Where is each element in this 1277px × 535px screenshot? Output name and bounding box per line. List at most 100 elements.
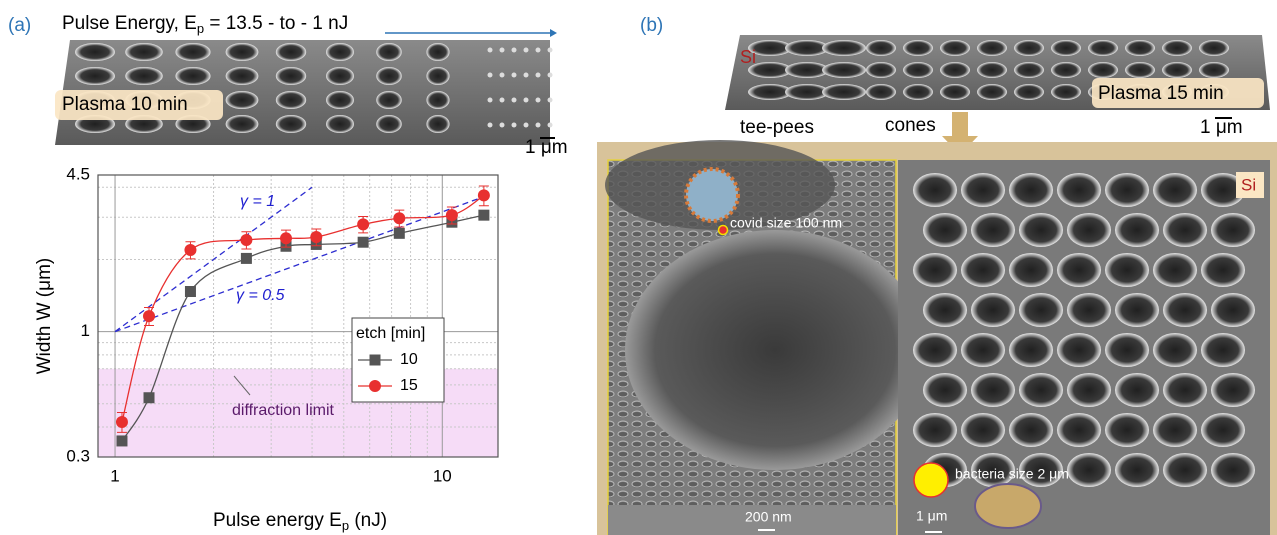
marker (446, 209, 458, 221)
marker (241, 253, 252, 264)
hole (376, 43, 402, 61)
dot (536, 73, 541, 78)
marker (478, 210, 489, 221)
dot (488, 48, 493, 53)
dot (524, 73, 529, 78)
hole (1105, 253, 1149, 287)
hole (1014, 40, 1044, 56)
marker (116, 416, 128, 428)
hole (961, 253, 1005, 287)
hole (1115, 213, 1159, 247)
hole (1009, 253, 1053, 287)
hole (226, 67, 259, 85)
legend-marker (369, 380, 381, 392)
hole (971, 373, 1015, 407)
hole (1057, 333, 1101, 367)
hole (376, 67, 402, 85)
legend-title: etch [min] (356, 325, 425, 342)
hole (1088, 40, 1118, 56)
hole (1163, 373, 1207, 407)
marker (185, 286, 196, 297)
hole (75, 67, 115, 85)
scale-label: 200 nm (745, 509, 792, 525)
hole (940, 62, 970, 78)
panel-label: (a) (8, 15, 31, 36)
hole (1162, 40, 1192, 56)
marker (310, 231, 322, 243)
bacteria-icon (975, 484, 1041, 528)
image-title: Pulse Energy, Ep = 13.5 - to - 1 nJ (62, 13, 348, 36)
material-label: Si (740, 47, 756, 67)
hole (923, 373, 967, 407)
hole (971, 293, 1015, 327)
bacteria-size (914, 463, 948, 497)
dot (548, 98, 553, 103)
marker (184, 244, 196, 256)
hole (1163, 453, 1207, 487)
scale-label: 1 μm (1200, 117, 1243, 138)
hole (1115, 453, 1159, 487)
x-axis-label: Pulse energy Ep (nJ) (213, 510, 387, 533)
annotation: covid size 100 nm (730, 215, 842, 231)
hole (822, 84, 866, 100)
hole (376, 91, 402, 109)
hole (1211, 293, 1255, 327)
dot (524, 98, 529, 103)
hole (276, 43, 306, 61)
hole (1067, 213, 1111, 247)
hole (903, 40, 933, 56)
dot (500, 73, 505, 78)
dot (524, 48, 529, 53)
dot (500, 48, 505, 53)
hole (276, 67, 306, 85)
hole (822, 62, 866, 78)
hole (226, 43, 259, 61)
hole (1153, 413, 1197, 447)
scale-label: 1 μm (916, 508, 947, 524)
hole (276, 115, 306, 133)
hole (913, 173, 957, 207)
reference-line (115, 198, 480, 331)
hole (1009, 333, 1053, 367)
hole (1014, 62, 1044, 78)
hole (1014, 84, 1044, 100)
dot (536, 48, 541, 53)
x-label-part: Pulse energy E (213, 510, 342, 531)
panel-label: (b) (640, 15, 663, 36)
annotation: bacteria size 2 μm (955, 466, 1069, 482)
hole (426, 43, 449, 61)
hole (1009, 173, 1053, 207)
dot (512, 73, 517, 78)
hole (1067, 373, 1111, 407)
dot (548, 123, 553, 128)
legend-marker (370, 355, 381, 366)
hole (75, 43, 115, 61)
hole (326, 67, 354, 85)
hole (903, 62, 933, 78)
y-tick-label: 0.3 (66, 446, 90, 465)
hole (1067, 293, 1111, 327)
dot (488, 73, 493, 78)
hole (1057, 253, 1101, 287)
title-part: = 13.5 - to - 1 nJ (204, 13, 348, 34)
hole (1057, 173, 1101, 207)
arrow-head (550, 29, 557, 37)
hole (1211, 453, 1255, 487)
hole (940, 84, 970, 100)
hole (276, 91, 306, 109)
hole (1019, 213, 1063, 247)
hole (226, 115, 259, 133)
dot (512, 48, 517, 53)
hole (903, 84, 933, 100)
marker (143, 310, 155, 322)
annotation: γ = 0.5 (236, 287, 285, 304)
hole (977, 62, 1007, 78)
hole (175, 67, 210, 85)
marker (280, 232, 292, 244)
pit (625, 230, 925, 470)
x-tick-label: 1 (110, 466, 119, 485)
dot (548, 73, 553, 78)
x-label-part: (nJ) (349, 510, 387, 531)
hole (1211, 213, 1255, 247)
hole (940, 40, 970, 56)
